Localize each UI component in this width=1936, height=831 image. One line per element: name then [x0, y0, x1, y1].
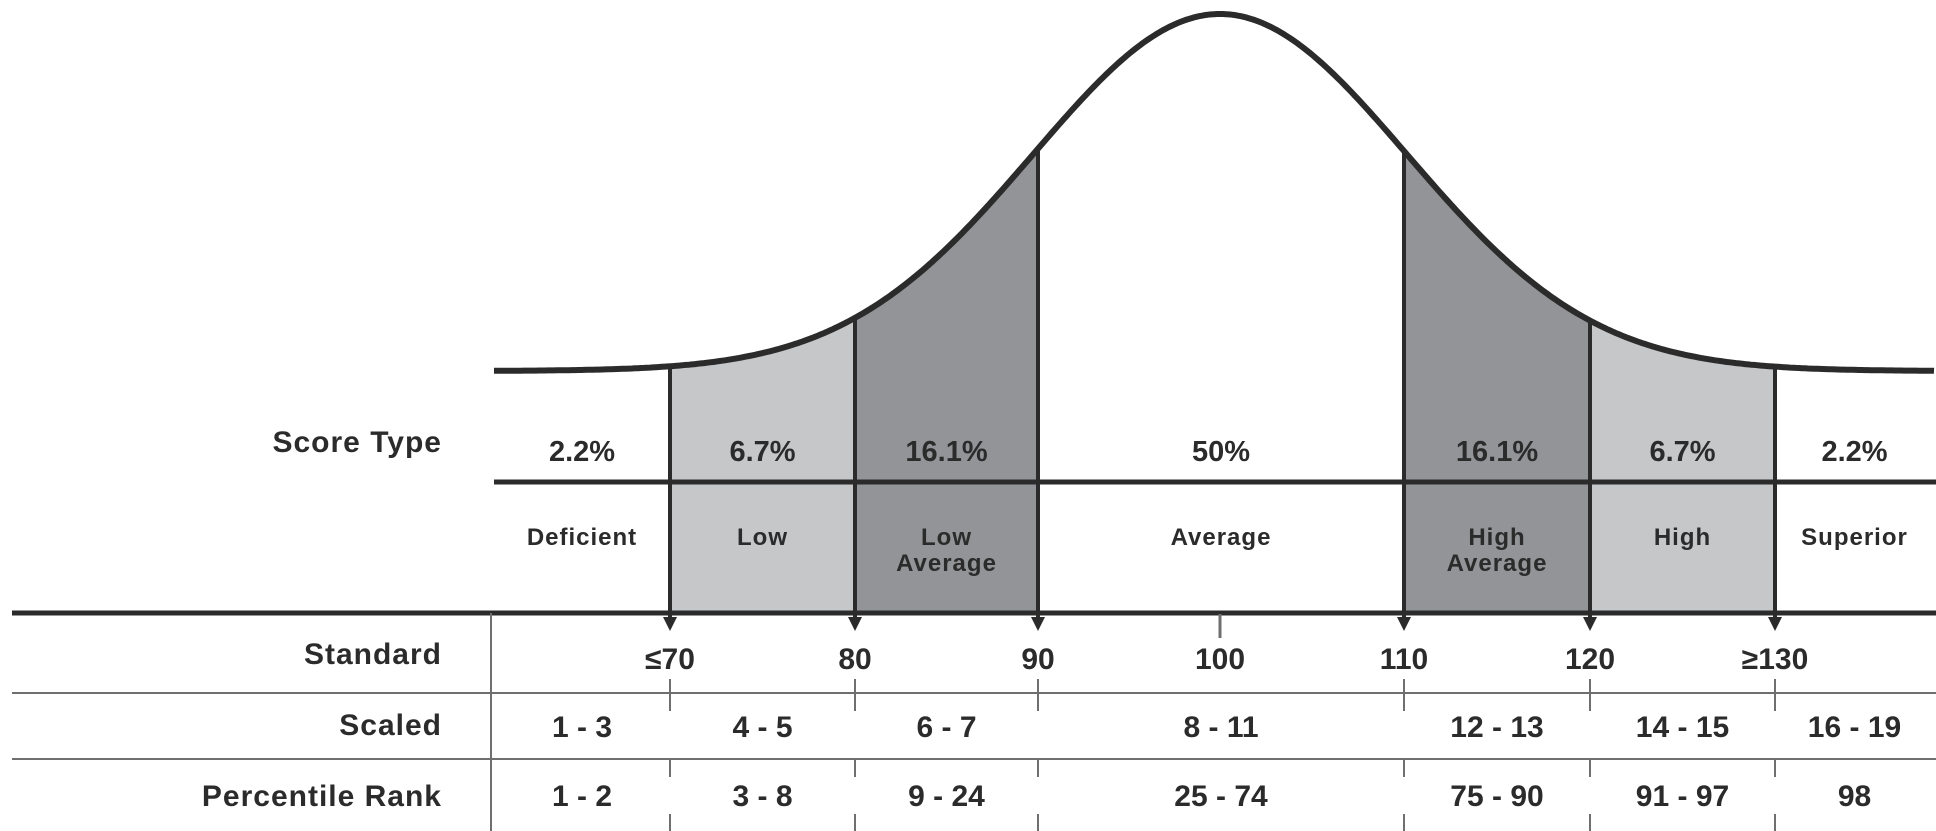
band-classification-label: Low [737, 524, 788, 551]
band-dividers [663, 146, 1782, 631]
row-label-percentile-rank: Percentile Rank [202, 780, 442, 813]
band-classification-label: Deficient [527, 524, 637, 551]
percentile-rank-label: 75 - 90 [1450, 780, 1543, 813]
band-classification-label: Average [1171, 524, 1272, 551]
scaled-score-label: 1 - 3 [552, 711, 612, 744]
row-label-standard: Standard [304, 638, 442, 671]
standard-score-label: 90 [1021, 643, 1054, 676]
band-percent-label: 2.2% [549, 436, 615, 468]
band-percent-label: 6.7% [1649, 436, 1715, 468]
band-percent-label: 6.7% [729, 436, 795, 468]
scaled-score-label: 8 - 11 [1183, 711, 1258, 744]
percentile-rank-label: 25 - 74 [1174, 780, 1268, 813]
band-classification-label: Superior [1801, 524, 1908, 551]
band-classification-label: Average [896, 550, 997, 577]
band-classification-label: High [1468, 524, 1525, 551]
band-fill [1404, 151, 1590, 613]
band-percent-label: 16.1% [1456, 436, 1538, 468]
band-fill [494, 366, 670, 613]
band-fill [855, 148, 1038, 613]
band-fill [670, 317, 855, 613]
bell-curve-line [494, 11, 1935, 374]
standard-score-label: ≥130 [1742, 643, 1809, 676]
band-classification-label: Low [921, 524, 972, 551]
divider-arrowhead [663, 617, 677, 631]
band-fills [494, 14, 1936, 613]
band-classification-label: High [1654, 524, 1711, 551]
band-fill [1038, 14, 1404, 613]
standard-score-label: 100 [1195, 643, 1245, 676]
row-label-scaled: Scaled [339, 709, 442, 742]
divider-arrowhead [1031, 617, 1045, 631]
band-percent-label: 2.2% [1821, 436, 1887, 468]
standard-score-label: 120 [1565, 643, 1615, 676]
percentile-rank-label: 3 - 8 [732, 780, 792, 813]
scaled-score-label: 6 - 7 [916, 711, 976, 744]
scaled-score-label: 16 - 19 [1808, 711, 1901, 744]
divider-arrowhead [1397, 617, 1411, 631]
band-fill [1775, 366, 1936, 613]
percentile-rank-label: 98 [1838, 780, 1871, 813]
percentile-rank-label: 1 - 2 [552, 780, 612, 813]
band-classification-label: Average [1447, 550, 1548, 577]
divider-arrowhead [848, 617, 862, 631]
percentile-rank-label: 91 - 97 [1636, 780, 1729, 813]
scaled-score-label: 4 - 5 [732, 711, 792, 744]
divider-arrowhead [1583, 617, 1597, 631]
standard-score-label: ≤70 [645, 643, 695, 676]
divider-arrowhead [1768, 617, 1782, 631]
table-ticks [669, 679, 1776, 831]
band-fill [1590, 320, 1775, 613]
band-percent-label: 50% [1192, 436, 1250, 468]
standard-score-label: 110 [1380, 643, 1428, 676]
row-label-score-type: Score Type [272, 426, 442, 459]
percentile-rank-label: 9 - 24 [908, 780, 985, 813]
band-percent-label: 16.1% [905, 436, 987, 468]
scaled-score-label: 12 - 13 [1450, 711, 1543, 744]
band-labels: 2.2% Deficient 1 - 3 1 - 2 6.7% Low 4 - 5 3 - 8… [527, 436, 1908, 813]
scaled-score-label: 14 - 15 [1636, 711, 1729, 744]
standard-score-labels: ≤70 80 90 100 110 120 ≥130 [645, 643, 1808, 676]
standard-score-label: 80 [838, 643, 871, 676]
